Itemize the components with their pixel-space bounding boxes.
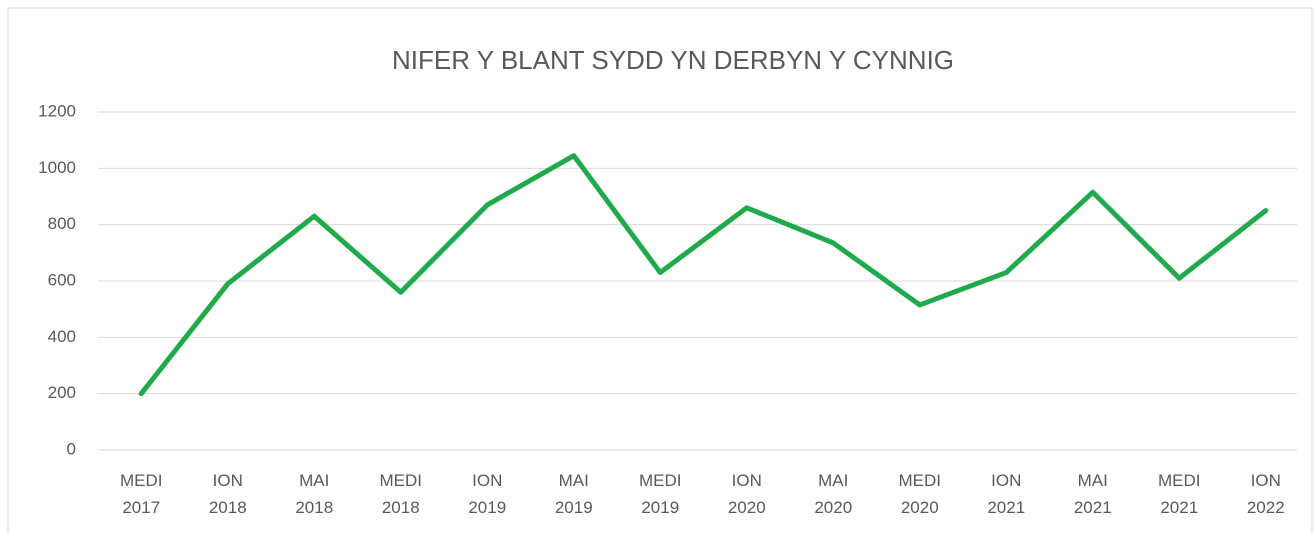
x-tick-label: ION 2021 [987, 471, 1025, 517]
y-tick-label: 0 [67, 439, 76, 458]
x-tick-label: MAI 2019 [555, 471, 593, 517]
x-tick-label: MEDI 2019 [639, 471, 682, 517]
x-tick-label: ION 2022 [1247, 471, 1285, 517]
y-tick-label: 200 [48, 383, 76, 402]
y-tick-label: 600 [48, 270, 76, 289]
x-tick-label: MEDI 2018 [380, 471, 423, 517]
chart-title: NIFER Y BLANT SYDD YN DERBYN Y CYNNIG [392, 45, 954, 75]
x-tick-label: ION 2019 [468, 471, 506, 517]
x-tick-label: MAI 2018 [295, 471, 333, 517]
x-tick-label: MEDI 2020 [899, 471, 942, 517]
chart-frame [7, 7, 1313, 533]
y-tick-label: 1000 [38, 158, 76, 177]
x-tick-label: MEDI 2021 [1158, 471, 1201, 517]
y-tick-label: 800 [48, 214, 76, 233]
x-tick-label: MAI 2020 [814, 471, 852, 517]
x-tick-label: MEDI 2017 [120, 471, 163, 517]
x-tick-label: ION 2020 [728, 471, 766, 517]
x-tick-label: ION 2018 [209, 471, 247, 517]
y-tick-label: 1200 [38, 101, 76, 120]
y-tick-label: 400 [48, 327, 76, 346]
line-series [138, 153, 1269, 397]
x-tick-label: MAI 2021 [1074, 471, 1112, 517]
